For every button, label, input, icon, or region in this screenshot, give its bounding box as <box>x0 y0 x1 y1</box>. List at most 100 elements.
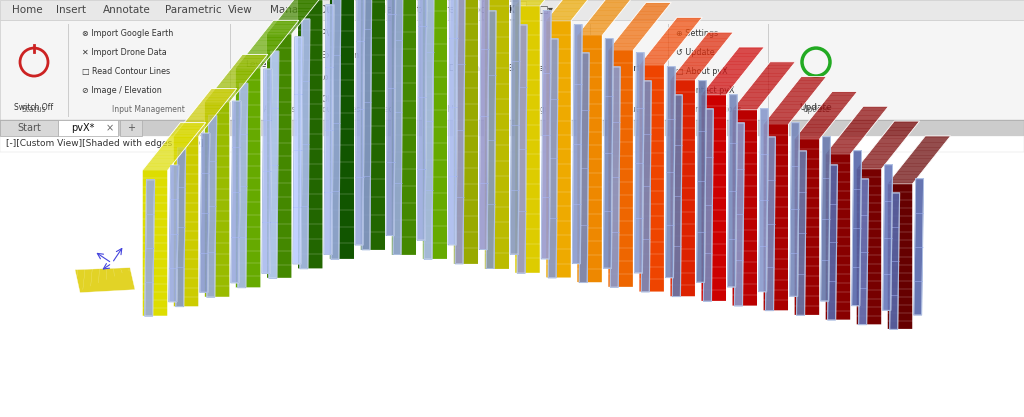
Polygon shape <box>324 5 334 254</box>
Polygon shape <box>608 50 633 287</box>
Polygon shape <box>888 136 950 183</box>
Text: Output: Output <box>318 5 354 15</box>
Text: □▾: □▾ <box>538 5 553 15</box>
Polygon shape <box>827 165 838 320</box>
Polygon shape <box>610 67 621 287</box>
Polygon shape <box>455 0 465 264</box>
Polygon shape <box>890 193 900 329</box>
Text: Parametric: Parametric <box>165 5 221 15</box>
Polygon shape <box>825 154 851 320</box>
Text: Switch Off: Switch Off <box>14 103 53 112</box>
Polygon shape <box>888 183 912 329</box>
Polygon shape <box>236 68 261 288</box>
Polygon shape <box>386 0 396 236</box>
Polygon shape <box>169 165 178 302</box>
Polygon shape <box>75 268 135 293</box>
Polygon shape <box>639 65 665 292</box>
Polygon shape <box>546 20 571 278</box>
Polygon shape <box>790 123 800 296</box>
Text: pvX*: pvX* <box>72 123 94 133</box>
Text: Home: Home <box>12 5 43 15</box>
Text: ✉ Contact pvX: ✉ Contact pvX <box>676 85 734 95</box>
Polygon shape <box>577 35 602 283</box>
Text: Insert: Insert <box>56 5 86 15</box>
Polygon shape <box>329 0 354 259</box>
Polygon shape <box>238 83 248 288</box>
Polygon shape <box>483 0 509 269</box>
Polygon shape <box>703 109 714 301</box>
Polygon shape <box>266 0 330 34</box>
Polygon shape <box>883 165 893 311</box>
Polygon shape <box>858 179 868 325</box>
Polygon shape <box>641 81 651 292</box>
Text: pvX: pvX <box>493 5 515 15</box>
Bar <box>120 120 142 136</box>
Polygon shape <box>759 108 768 292</box>
Polygon shape <box>670 80 695 297</box>
Polygon shape <box>913 178 924 315</box>
Polygon shape <box>293 37 303 264</box>
Polygon shape <box>207 116 217 297</box>
Bar <box>0 0 1024 20</box>
Polygon shape <box>820 136 830 301</box>
Text: □ Read Contour Lines: □ Read Contour Lines <box>82 67 170 75</box>
Polygon shape <box>361 0 372 250</box>
Text: View: View <box>228 5 253 15</box>
Text: ⊗ Import Google Earth: ⊗ Import Google Earth <box>82 28 173 38</box>
Polygon shape <box>449 0 458 245</box>
Polygon shape <box>634 53 644 273</box>
Text: Update: Update <box>800 103 833 112</box>
Polygon shape <box>763 124 788 311</box>
Text: Start: Start <box>17 123 41 133</box>
Polygon shape <box>701 95 726 301</box>
Text: Leveling: Leveling <box>245 60 283 68</box>
Text: ×: × <box>105 123 114 133</box>
Polygon shape <box>173 88 237 136</box>
Polygon shape <box>608 3 672 50</box>
Polygon shape <box>393 0 403 255</box>
Bar <box>0 120 58 136</box>
Polygon shape <box>510 0 520 254</box>
Polygon shape <box>331 0 341 259</box>
Polygon shape <box>176 148 185 307</box>
Polygon shape <box>173 136 199 307</box>
Text: Status: Status <box>22 105 46 114</box>
Polygon shape <box>359 0 385 250</box>
Polygon shape <box>355 0 365 245</box>
Text: ↺ Update: ↺ Update <box>676 48 715 57</box>
Polygon shape <box>517 25 527 273</box>
Text: Collaborate: Collaborate <box>367 5 427 15</box>
Text: ✕ Import Drone Data: ✕ Import Drone Data <box>82 48 167 57</box>
Text: Design: Design <box>522 105 549 114</box>
Polygon shape <box>639 18 702 65</box>
Polygon shape <box>852 151 861 306</box>
Bar <box>482 1 526 19</box>
Polygon shape <box>696 80 707 282</box>
Polygon shape <box>266 34 292 278</box>
Polygon shape <box>298 0 323 269</box>
Bar <box>0 152 1024 417</box>
Polygon shape <box>825 106 889 154</box>
Polygon shape <box>144 180 155 316</box>
Text: Export: Export <box>611 63 641 73</box>
Text: Terrain Analysis: Terrain Analysis <box>234 105 295 114</box>
Text: Update: Update <box>802 105 829 114</box>
Text: Express Tools: Express Tools <box>425 5 495 15</box>
Text: +: + <box>127 123 135 133</box>
Polygon shape <box>666 66 676 278</box>
Polygon shape <box>670 32 733 80</box>
Text: Rack Design: Rack Design <box>424 63 480 73</box>
Polygon shape <box>142 171 168 316</box>
Polygon shape <box>300 19 310 269</box>
Text: ⊕ Settings: ⊕ Settings <box>676 28 718 38</box>
Text: Input Management: Input Management <box>112 105 184 114</box>
Text: ⊘ Image / Elevation: ⊘ Image / Elevation <box>82 85 162 95</box>
Polygon shape <box>486 11 496 269</box>
Polygon shape <box>732 110 758 306</box>
Polygon shape <box>205 54 267 102</box>
Polygon shape <box>727 95 737 287</box>
Polygon shape <box>763 77 826 124</box>
Polygon shape <box>580 53 589 283</box>
Polygon shape <box>205 102 229 297</box>
Polygon shape <box>236 20 299 68</box>
